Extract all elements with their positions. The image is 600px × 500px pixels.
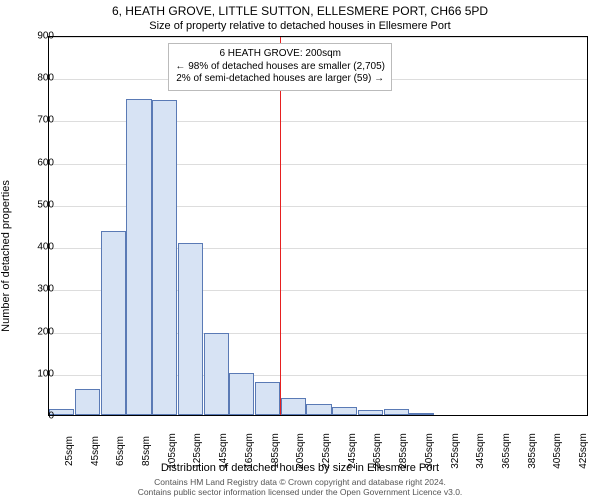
histogram-bar bbox=[152, 100, 177, 415]
x-tick-label: 265sqm bbox=[372, 433, 383, 469]
y-tick-label: 300 bbox=[14, 284, 54, 295]
x-tick-label: 345sqm bbox=[475, 433, 486, 469]
y-tick-label: 0 bbox=[14, 411, 54, 422]
y-tick-label: 900 bbox=[14, 31, 54, 42]
histogram-bar bbox=[409, 413, 434, 415]
x-tick-label: 305sqm bbox=[424, 433, 435, 469]
histogram-bar bbox=[75, 389, 100, 415]
x-tick-label: 125sqm bbox=[192, 433, 203, 469]
x-tick-label: 365sqm bbox=[501, 433, 512, 469]
x-tick-label: 185sqm bbox=[270, 433, 281, 469]
y-tick-label: 800 bbox=[14, 73, 54, 84]
footer-line-2: Contains public sector information licen… bbox=[0, 488, 600, 498]
marker-line bbox=[280, 37, 281, 415]
x-tick-label: 105sqm bbox=[167, 433, 178, 469]
histogram-bar bbox=[126, 99, 151, 415]
y-tick-label: 700 bbox=[14, 115, 54, 126]
x-tick-label: 45sqm bbox=[90, 436, 101, 466]
chart-container: 6, HEATH GROVE, LITTLE SUTTON, ELLESMERE… bbox=[0, 0, 600, 500]
plot-area: 6 HEATH GROVE: 200sqm← 98% of detached h… bbox=[48, 36, 588, 416]
histogram-bar bbox=[204, 333, 229, 415]
histogram-bar bbox=[306, 404, 331, 415]
histogram-bar bbox=[281, 398, 306, 415]
x-tick-label: 285sqm bbox=[398, 433, 409, 469]
y-tick-label: 200 bbox=[14, 326, 54, 337]
chart-subtitle: Size of property relative to detached ho… bbox=[0, 18, 600, 32]
chart-title: 6, HEATH GROVE, LITTLE SUTTON, ELLESMERE… bbox=[0, 0, 600, 18]
histogram-bar bbox=[101, 231, 126, 416]
x-tick-label: 145sqm bbox=[218, 433, 229, 469]
x-tick-label: 85sqm bbox=[141, 436, 152, 466]
y-tick-label: 100 bbox=[14, 368, 54, 379]
chart-footer: Contains HM Land Registry data © Crown c… bbox=[0, 478, 600, 498]
x-tick-label: 25sqm bbox=[64, 436, 75, 466]
x-tick-label: 245sqm bbox=[347, 433, 358, 469]
callout-line-2: ← 98% of detached houses are smaller (2,… bbox=[175, 61, 385, 74]
callout-line-3: 2% of semi-detached houses are larger (5… bbox=[175, 73, 385, 86]
x-tick-label: 425sqm bbox=[578, 433, 589, 469]
x-tick-label: 65sqm bbox=[115, 436, 126, 466]
y-axis-label: Number of detached properties bbox=[0, 180, 12, 332]
histogram-bar bbox=[255, 382, 280, 415]
gridline bbox=[49, 37, 587, 38]
x-tick-label: 325sqm bbox=[450, 433, 461, 469]
histogram-bar bbox=[384, 409, 409, 415]
x-tick-label: 225sqm bbox=[321, 433, 332, 469]
histogram-bar bbox=[178, 243, 203, 415]
histogram-bar bbox=[332, 407, 357, 415]
histogram-bar bbox=[358, 410, 383, 415]
x-tick-label: 385sqm bbox=[527, 433, 538, 469]
x-tick-label: 165sqm bbox=[244, 433, 255, 469]
x-tick-label: 205sqm bbox=[295, 433, 306, 469]
y-tick-label: 600 bbox=[14, 157, 54, 168]
x-tick-label: 405sqm bbox=[552, 433, 563, 469]
y-tick-label: 400 bbox=[14, 242, 54, 253]
y-tick-label: 500 bbox=[14, 199, 54, 210]
callout-line-1: 6 HEATH GROVE: 200sqm bbox=[175, 48, 385, 61]
histogram-bar bbox=[229, 373, 254, 415]
callout-box: 6 HEATH GROVE: 200sqm← 98% of detached h… bbox=[168, 43, 392, 91]
